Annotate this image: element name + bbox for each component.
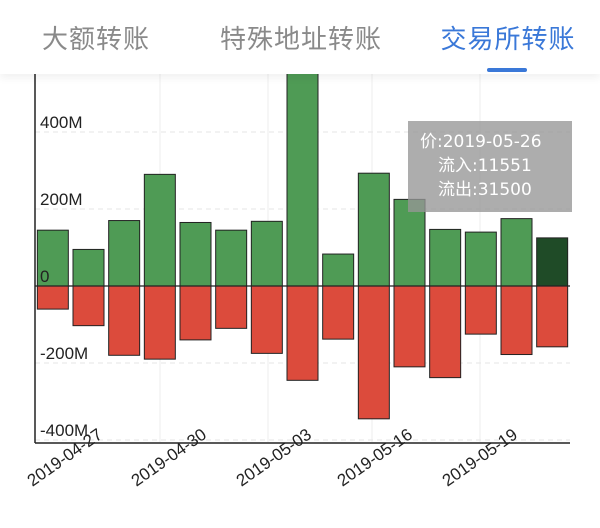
- inflow-bar: [36, 229, 69, 287]
- inflow-bar: [536, 237, 569, 287]
- y-tick-label: 0: [40, 267, 49, 286]
- inflow-bar: [108, 220, 141, 287]
- inflow-bar: [215, 229, 248, 287]
- y-tick-label: 400M: [40, 113, 83, 132]
- tooltip-outflow: 流出:31500: [438, 180, 532, 200]
- y-tick-label: -200M: [40, 344, 88, 363]
- outflow-bar: [429, 285, 462, 379]
- chart-tooltip: 价:2019-05-26 流入:11551 流出:31500: [408, 121, 572, 212]
- tab-bar: 大额转账 特殊地址转账 交易所转账: [0, 0, 600, 74]
- inflow-bar: [72, 248, 105, 287]
- outflow-bar: [108, 285, 141, 356]
- inflow-bar: [500, 218, 533, 287]
- inflow-bar: [286, 59, 319, 287]
- outflow-bar: [143, 285, 176, 360]
- outflow-bar: [357, 285, 390, 420]
- outflow-bar: [536, 285, 569, 348]
- inflow-bar: [179, 221, 212, 287]
- outflow-bar: [215, 285, 248, 329]
- y-tick-label: -400M: [40, 421, 88, 440]
- outflow-bar: [179, 285, 212, 341]
- tooltip-date: 价:2019-05-26: [420, 132, 542, 152]
- inflow-bar: [464, 231, 497, 287]
- inflow-bar: [393, 198, 426, 287]
- tooltip-inflow: 流入:11551: [438, 156, 532, 176]
- outflow-bar: [250, 285, 283, 354]
- x-tick-label: 2019-04-30: [128, 425, 210, 490]
- x-tick-label: 2019-05-16: [334, 425, 416, 490]
- inflow-bar: [143, 173, 176, 287]
- active-tab-indicator: [487, 68, 527, 72]
- tab-special-address-transfer[interactable]: 特殊地址转账: [219, 25, 382, 55]
- outflow-bar: [500, 285, 533, 356]
- inflow-bar: [357, 172, 390, 287]
- outflow-bar: [36, 285, 69, 310]
- y-tick-label: 200M: [40, 190, 83, 209]
- tab-exchange-transfer[interactable]: 交易所转账: [440, 25, 576, 55]
- x-tick-group: 2019-05-03: [233, 425, 315, 490]
- x-tick-group: 2019-05-16: [334, 425, 416, 490]
- outflow-bar: [72, 285, 105, 327]
- outflow-bar: [393, 285, 426, 368]
- x-tick-label: 2019-05-03: [233, 425, 315, 490]
- outflow-bar: [286, 285, 319, 381]
- inflow-bar: [250, 220, 283, 287]
- x-tick-group: 2019-04-30: [128, 425, 210, 490]
- inflow-bar: [429, 228, 462, 287]
- tab-large-transfer[interactable]: 大额转账: [41, 25, 150, 55]
- outflow-bar: [464, 285, 497, 335]
- outflow-bar: [322, 285, 355, 340]
- inflow-bar: [322, 253, 355, 287]
